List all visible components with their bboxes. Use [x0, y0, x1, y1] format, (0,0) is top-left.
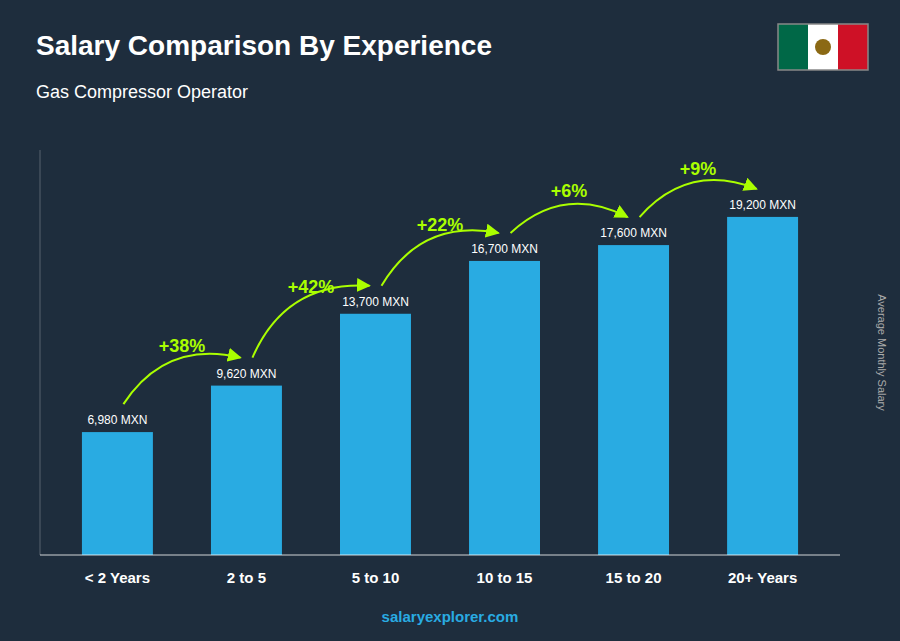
flag-stripe: [838, 24, 868, 70]
bar: [598, 245, 669, 555]
x-tick-label: 2 to 5: [227, 569, 266, 586]
x-tick-label: 15 to 20: [606, 569, 662, 586]
annotation: +38%: [159, 336, 206, 356]
x-tick-label: 5 to 10: [352, 569, 400, 586]
data-label: 13,700 MXN: [342, 295, 409, 309]
annotation: +9%: [680, 159, 717, 179]
footer: salaryexplorer.com: [382, 608, 519, 625]
subtitle: Gas Compressor Operator: [36, 82, 248, 102]
change-arrow: [511, 204, 628, 233]
data-label: 6,980 MXN: [87, 413, 147, 427]
change-arrow: [640, 180, 757, 217]
bar: [340, 314, 411, 555]
annotation: +6%: [551, 181, 588, 201]
data-label: 9,620 MXN: [216, 367, 276, 381]
flag-stripe: [778, 24, 808, 70]
bar: [727, 217, 798, 555]
data-label: 17,600 MXN: [600, 226, 667, 240]
x-tick-label: 20+ Years: [728, 569, 797, 586]
data-label: 19,200 MXN: [729, 198, 796, 212]
flag: [778, 24, 868, 70]
background: [0, 0, 900, 641]
flag-border: [778, 24, 868, 70]
y-axis-line: [40, 150, 41, 555]
chart: Salary Comparison By Experience Gas Compr…: [0, 0, 900, 641]
change-arrow: [381, 230, 498, 285]
flag-stripe: [808, 24, 838, 70]
title: Salary Comparison By Experience: [36, 30, 492, 61]
bars: [82, 217, 798, 555]
y-axis-label: Average Monthly Salary: [876, 294, 888, 411]
x-tick-label: 10 to 15: [477, 569, 533, 586]
bar: [82, 432, 153, 555]
x-axis-line: [40, 555, 840, 556]
x-tick-label: < 2 Years: [85, 569, 150, 586]
bar: [211, 386, 282, 555]
change-arrow: [123, 354, 240, 404]
bar: [469, 261, 540, 555]
data-label: 16,700 MXN: [471, 242, 538, 256]
annotation: +42%: [288, 277, 335, 297]
flag-emblem: [815, 39, 831, 55]
chart-container: Salary Comparison By Experience Gas Compr…: [0, 0, 900, 641]
annotation: +22%: [417, 215, 464, 235]
